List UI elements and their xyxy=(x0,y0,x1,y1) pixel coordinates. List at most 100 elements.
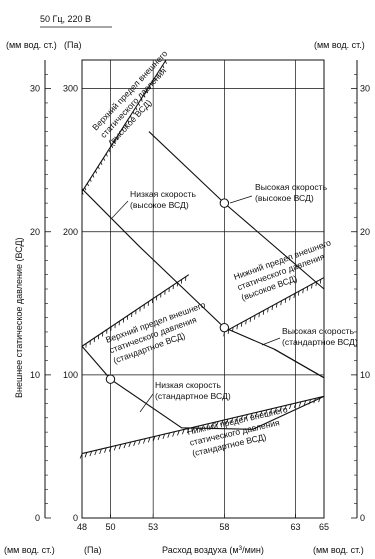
hatch-mark xyxy=(274,407,278,413)
hatch-mark xyxy=(100,162,103,166)
hatch-mark xyxy=(159,69,162,73)
hatch-mark xyxy=(143,94,146,98)
series-line xyxy=(273,348,325,379)
hatch-mark xyxy=(289,295,291,301)
y-tick-label-pa: 200 xyxy=(63,227,78,237)
curve-label-line: (стандартное ВСД) xyxy=(282,337,358,347)
hatch-mark xyxy=(162,433,166,440)
curve-label: Высокая скорость(стандартное ВСД) xyxy=(282,326,358,347)
hatch-mark xyxy=(284,298,287,303)
hatch-mark xyxy=(103,157,106,161)
series-line xyxy=(81,345,325,430)
bottom-left-unit-mmwc: (мм вод. ст.) xyxy=(4,545,55,555)
y-tick-label-mmwc-right: 20 xyxy=(360,227,370,237)
hatch-mark xyxy=(315,281,317,287)
series-line xyxy=(81,395,325,455)
hatch-mark xyxy=(232,327,234,332)
hatch-mark xyxy=(130,115,132,119)
hatch-mark xyxy=(111,145,114,149)
hatch-mark xyxy=(172,431,175,437)
hatch-mark xyxy=(280,300,282,306)
bottom-left-unit-pa: (Па) xyxy=(84,545,101,555)
hatch-mark xyxy=(254,412,258,418)
operating-point xyxy=(219,322,230,333)
hatch-mark xyxy=(162,65,165,69)
hatch-mark xyxy=(89,451,93,457)
hatch-mark xyxy=(235,416,239,422)
curve-label: Низкая скорость(высокое ВСД) xyxy=(130,189,196,210)
hatch-mark xyxy=(140,98,143,102)
operating-point xyxy=(219,198,230,208)
hatch-mark xyxy=(308,399,312,405)
hatch-mark xyxy=(319,279,322,284)
hatch-mark xyxy=(289,403,292,410)
hatch-mark xyxy=(92,174,95,178)
hatch-mark xyxy=(225,418,229,425)
bottom-right-unit-mmwc: (мм вод. ст.) xyxy=(313,545,364,555)
hatch-mark xyxy=(206,423,209,429)
x-tick-label: 63 xyxy=(291,522,301,532)
hatch-mark xyxy=(94,449,97,456)
y-tick-label-pa: 100 xyxy=(63,370,78,380)
x-tick-label: 65 xyxy=(319,522,329,532)
hatch-mark xyxy=(138,439,141,445)
hatch-mark xyxy=(87,183,89,187)
label-leader xyxy=(139,393,154,413)
hatch-mark xyxy=(211,422,214,428)
hatch-mark xyxy=(318,397,321,403)
curve-label-line: Высокая скорость xyxy=(282,326,355,336)
hatch-mark xyxy=(240,415,243,421)
y-axis-label: Внешнее статическое давление (ВСД) xyxy=(14,237,24,398)
series-line xyxy=(81,59,167,192)
y-tick-label-pa: 0 xyxy=(73,513,78,523)
left-unit-pa: (Па) xyxy=(64,40,81,50)
hatch-mark xyxy=(84,452,88,458)
hatch-mark xyxy=(240,322,243,327)
hatch-mark xyxy=(113,140,116,144)
hatch-mark xyxy=(264,409,268,415)
hatch-mark xyxy=(191,426,195,433)
x-tick-label: 50 xyxy=(105,522,115,532)
curve-label-line: Высокая скорость xyxy=(255,182,328,192)
hatch-mark xyxy=(186,428,190,434)
hatch-mark xyxy=(146,90,149,94)
hatch-mark xyxy=(128,441,132,448)
hatch-mark xyxy=(164,60,167,64)
chart-title: 50 Гц, 220 В xyxy=(40,14,91,24)
hatch-mark xyxy=(306,286,309,291)
curve-label-line: Низкая скорость xyxy=(155,380,221,390)
hatch-mark xyxy=(201,424,205,430)
hatch-mark xyxy=(302,288,304,294)
x-tick-label: 48 xyxy=(77,522,87,532)
x-axis-label: Расход воздуха (м3/мин) xyxy=(162,545,264,555)
hatch-mark xyxy=(116,136,119,140)
hatch-mark xyxy=(284,405,287,411)
hatch-mark xyxy=(123,443,127,449)
hatch-mark xyxy=(313,398,316,404)
y-tick-label-mmwc-right: 10 xyxy=(360,370,370,380)
hatch-mark xyxy=(245,414,248,420)
hatch-mark xyxy=(89,178,92,182)
hatch-mark xyxy=(127,119,130,123)
hatch-mark xyxy=(108,149,111,153)
hatch-mark xyxy=(276,303,278,308)
curve-label-line: (стандартное ВСД) xyxy=(155,391,231,401)
hatch-mark xyxy=(133,440,136,446)
hatch-mark xyxy=(293,402,297,408)
hatch-mark xyxy=(220,420,224,426)
hatch-mark xyxy=(151,81,154,85)
curve-label-line: (высокое ВСД) xyxy=(130,200,189,210)
hatch-mark xyxy=(79,453,83,459)
hatch-mark xyxy=(119,132,122,136)
ticks: 0 0 0 100 10 10 200 20 20 300 30 30 48 50 53 58 63 65 xyxy=(30,74,370,532)
hatch-mark xyxy=(132,111,135,115)
curve-labels: Высокая скорость(высокое ВСД)Низкая скор… xyxy=(90,48,358,458)
hatch-mark xyxy=(138,102,141,107)
right-unit-mmwc: (мм вод. ст.) xyxy=(314,40,365,50)
hatch-mark xyxy=(230,417,234,423)
hatch-mark xyxy=(249,317,252,323)
hatch-mark xyxy=(250,413,253,419)
